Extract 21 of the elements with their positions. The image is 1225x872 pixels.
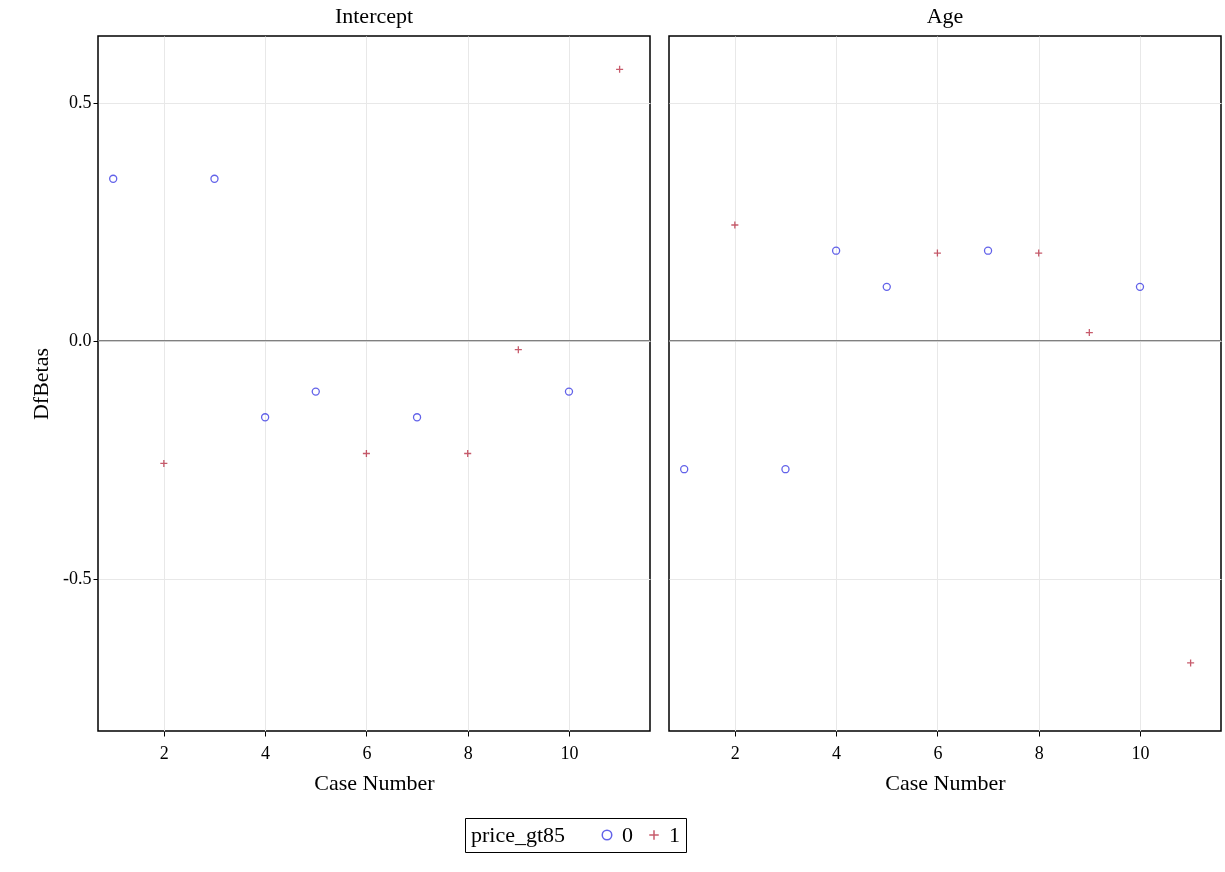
x-tick-label: 4 [261,742,271,763]
chart-title: Age [926,3,964,28]
legend-title: price_gt85 [471,822,566,847]
legend-label: 0 [622,822,633,847]
x-tick-label: 10 [560,742,579,763]
x-tick-label: 6 [933,742,943,763]
y-tick-label: -0.5 [63,568,92,589]
x-tick-label: 4 [832,742,842,763]
y-axis-title: DfBetas [28,347,54,421]
x-tick-label: 8 [463,742,473,763]
x-tick-label: 10 [1131,742,1150,763]
y-tick-label: 0.0 [69,330,92,351]
x-axis-title: Case Number [314,769,436,795]
chart-title: Intercept [334,3,414,28]
x-tick-label: 2 [730,742,740,763]
x-tick-label: 2 [159,742,169,763]
legend-label: 1 [669,822,680,847]
x-tick-label: 6 [362,742,372,763]
x-tick-label: 8 [1034,742,1044,763]
x-axis-title: Case Number [885,769,1007,795]
y-tick-label: 0.5 [69,92,92,113]
